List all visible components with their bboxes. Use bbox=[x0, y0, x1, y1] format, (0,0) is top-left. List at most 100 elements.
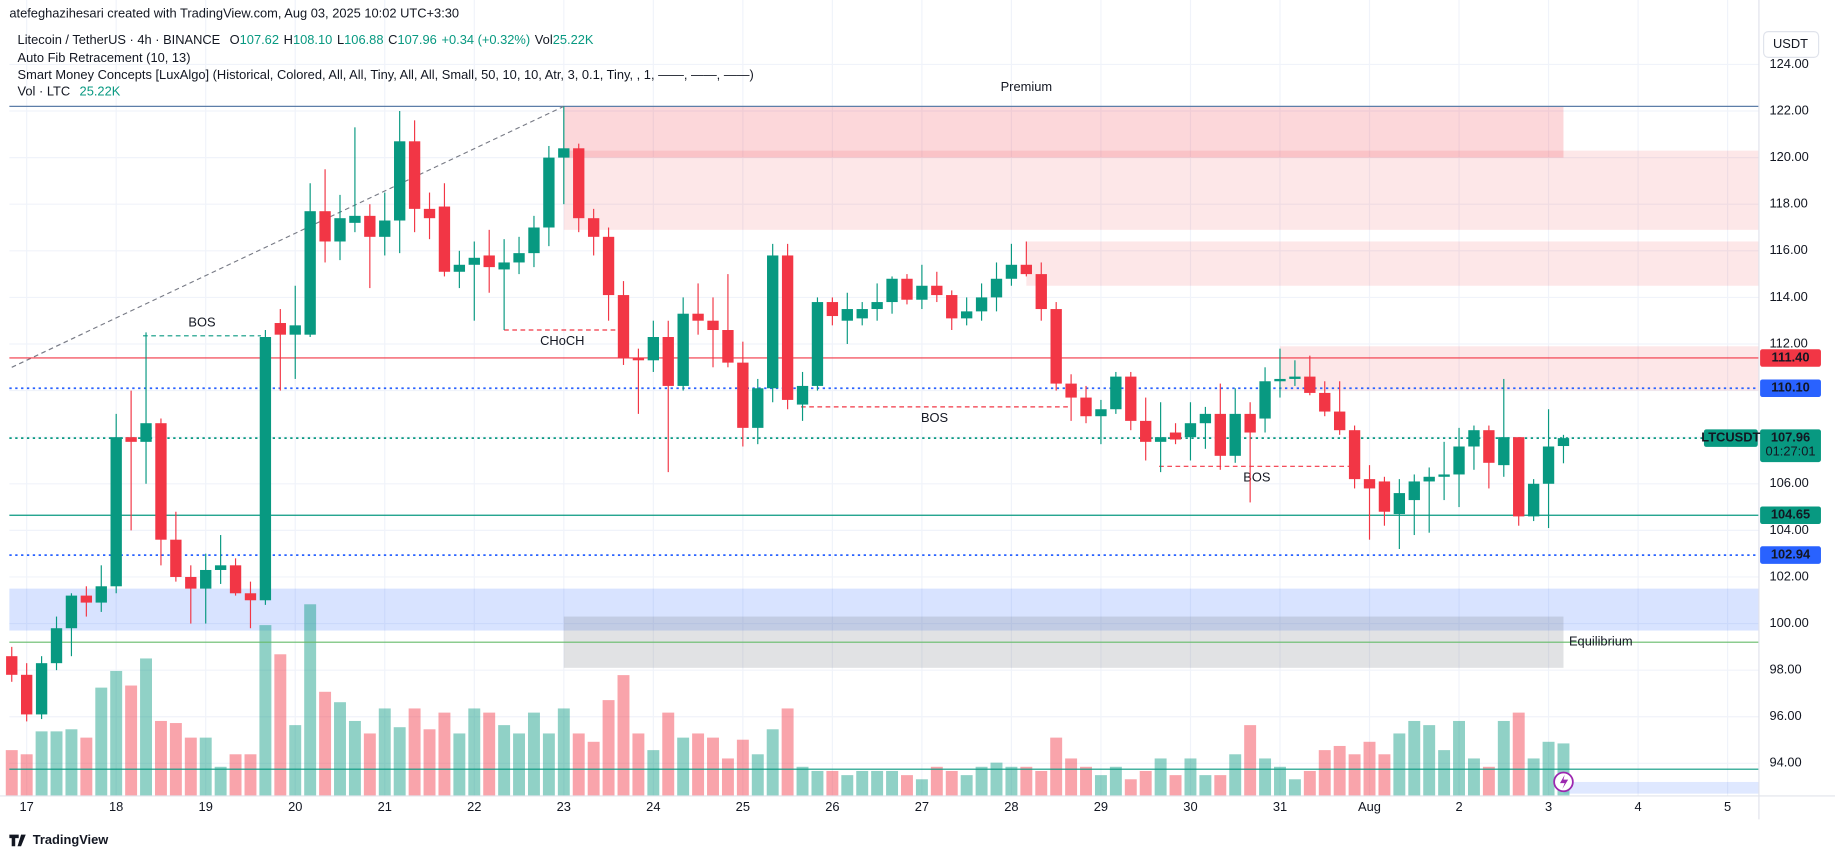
candle-body bbox=[1229, 413, 1241, 456]
candle-body bbox=[498, 262, 510, 270]
ohlc-label: H bbox=[284, 32, 293, 47]
zones bbox=[9, 106, 1759, 794]
volume-bar bbox=[1244, 725, 1257, 796]
ohlc-value: 108.10 bbox=[293, 32, 332, 47]
volume-bar bbox=[169, 723, 182, 796]
volume-bar bbox=[901, 775, 913, 796]
y-tick-label: 96.00 bbox=[1769, 708, 1801, 723]
volume-bar bbox=[960, 775, 973, 796]
x-tick-label: 5 bbox=[1724, 799, 1731, 814]
candle-body bbox=[1140, 420, 1152, 442]
volume-bar bbox=[1124, 779, 1137, 796]
y-tick-label: 102.00 bbox=[1769, 568, 1808, 583]
candle-body bbox=[155, 423, 167, 540]
volume-bar bbox=[1423, 725, 1436, 796]
candle-body bbox=[573, 148, 585, 219]
candle-body bbox=[677, 313, 689, 386]
candle-body bbox=[617, 295, 630, 358]
volume-bar bbox=[1467, 758, 1480, 796]
candle-body bbox=[960, 311, 973, 319]
volume-bar bbox=[408, 708, 421, 796]
volume-bar bbox=[1303, 770, 1316, 796]
candle-body bbox=[752, 388, 764, 428]
volume-bar bbox=[617, 675, 630, 796]
volume-bar bbox=[721, 758, 734, 796]
structure-label: CHoCH bbox=[540, 333, 584, 348]
x-tick-label: 25 bbox=[736, 799, 750, 814]
volume-bar bbox=[990, 762, 1003, 796]
volume-bar bbox=[1035, 770, 1048, 796]
candle-body bbox=[21, 674, 33, 715]
candle-body bbox=[1468, 430, 1480, 447]
countdown: 01:27:01 bbox=[1766, 444, 1816, 459]
x-tick-label: 3 bbox=[1545, 799, 1552, 814]
x-tick-label: 4 bbox=[1634, 799, 1641, 814]
volume-bar bbox=[184, 737, 197, 796]
candle-body bbox=[244, 593, 257, 601]
volume-bar bbox=[393, 727, 406, 796]
candle-body bbox=[125, 437, 137, 442]
volume-bar bbox=[65, 729, 78, 796]
candle-body bbox=[319, 211, 331, 242]
volume-bar bbox=[1288, 779, 1301, 796]
candle-body bbox=[1050, 309, 1062, 384]
volume-bar bbox=[363, 733, 376, 796]
volume-bar bbox=[1453, 720, 1465, 796]
volume-bar bbox=[483, 712, 496, 796]
ohlc-label: L bbox=[337, 32, 344, 47]
volume-bar bbox=[140, 658, 153, 796]
volume-bar bbox=[662, 712, 675, 796]
candle-body bbox=[528, 227, 540, 254]
volume-bar bbox=[1080, 766, 1092, 796]
candle-body bbox=[438, 206, 451, 272]
candle-body bbox=[110, 437, 122, 587]
volume-bar bbox=[647, 750, 660, 796]
candle-body bbox=[767, 255, 779, 389]
candle-body bbox=[916, 285, 928, 300]
zone bbox=[563, 150, 1759, 230]
price-tag-label: 107.96 bbox=[1771, 430, 1810, 445]
zone bbox=[563, 106, 1564, 158]
volume-bar bbox=[1318, 750, 1331, 796]
candle-body bbox=[95, 586, 107, 603]
ohlc-value: 106.88 bbox=[344, 32, 383, 47]
candle-body bbox=[1199, 413, 1212, 424]
price-tag bbox=[1760, 429, 1821, 463]
y-tick-label: 100.00 bbox=[1769, 615, 1808, 630]
x-tick-label: 26 bbox=[825, 799, 839, 814]
volume-bar bbox=[1438, 750, 1451, 796]
y-tick-label: 122.00 bbox=[1769, 102, 1808, 117]
candle-body bbox=[1259, 381, 1271, 419]
candle-body bbox=[65, 595, 78, 629]
candle-body bbox=[558, 148, 570, 158]
volume-bar bbox=[438, 712, 451, 796]
brand-logo bbox=[9, 834, 26, 847]
volume-bar bbox=[945, 770, 958, 796]
volume-bar bbox=[1094, 775, 1107, 796]
volume-bar bbox=[886, 770, 899, 796]
x-tick-label: 30 bbox=[1183, 799, 1197, 814]
currency-label[interactable]: USDT bbox=[1773, 36, 1808, 51]
candle-body bbox=[394, 141, 406, 221]
candle-body bbox=[722, 330, 734, 363]
candle-body bbox=[1110, 376, 1122, 410]
volume-bar bbox=[871, 770, 884, 796]
ohlc-value: 107.96 bbox=[397, 32, 436, 47]
volume-bar bbox=[1005, 766, 1018, 796]
volume-bar bbox=[1497, 720, 1510, 796]
candle-body bbox=[781, 255, 794, 400]
currency-button[interactable] bbox=[1763, 31, 1820, 58]
x-tick-label: 22 bbox=[467, 799, 481, 814]
volume-bar bbox=[677, 737, 690, 796]
replay-icon-bolt bbox=[1559, 774, 1569, 789]
candle-body bbox=[1319, 392, 1331, 412]
candle-body bbox=[856, 309, 868, 319]
volume-bar bbox=[692, 733, 705, 796]
volume-bar bbox=[5, 750, 18, 796]
volume-bar bbox=[1393, 733, 1406, 796]
price-tag-label: 102.94 bbox=[1771, 546, 1811, 561]
x-tick-label: 19 bbox=[199, 799, 213, 814]
x-tick-label: 17 bbox=[20, 799, 34, 814]
volume-bar bbox=[1512, 712, 1525, 796]
x-tick-label: 27 bbox=[915, 799, 929, 814]
